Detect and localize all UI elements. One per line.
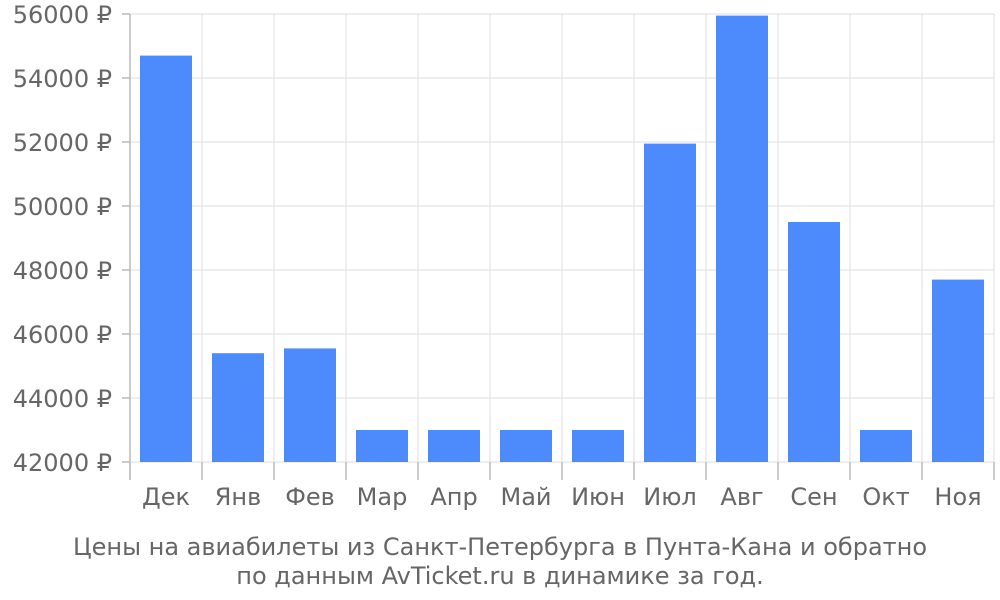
y-tick-label: 42000 ₽ (13, 449, 112, 477)
y-tick-label: 48000 ₽ (13, 257, 112, 285)
y-axis-tick-labels: 42000 ₽ 44000 ₽ 46000 ₽ 48000 ₽ 50000 ₽ 52000… (13, 1, 112, 477)
bar (788, 222, 840, 462)
x-tick-label: Июл (643, 483, 697, 511)
axis-layer (122, 13, 995, 480)
bar (572, 430, 624, 462)
bar (212, 353, 264, 462)
x-tick-label: Мар (357, 483, 408, 511)
bar (644, 143, 696, 462)
bar (140, 55, 192, 462)
bar (428, 430, 480, 462)
bar (356, 430, 408, 462)
x-tick-label: Авг (720, 483, 763, 511)
x-tick-label: Дек (142, 483, 190, 511)
bar (932, 279, 984, 462)
y-tick-label: 46000 ₽ (13, 321, 112, 349)
chart-caption-line-1: Цены на авиабилеты из Санкт-Петербурга в… (73, 533, 927, 561)
x-tick-label: Окт (862, 483, 909, 511)
x-axis-tick-labels: Дек Янв Фев Мар Апр Май Июн Июл Авг Сен Окт Ноя (142, 483, 982, 511)
chart-caption-line-2: по данным AvTicket.ru в динамике за год. (236, 562, 764, 590)
y-tick-label: 56000 ₽ (13, 1, 112, 29)
x-tick-label: Июн (571, 483, 625, 511)
x-tick-label: Ноя (934, 483, 981, 511)
x-tick-label: Апр (430, 483, 477, 511)
bar (500, 430, 552, 462)
bar (716, 15, 768, 462)
x-tick-label: Фев (285, 483, 335, 511)
y-tick-label: 50000 ₽ (13, 193, 112, 221)
x-tick-label: Сен (790, 483, 837, 511)
bar (860, 430, 912, 462)
bars-layer (140, 15, 984, 462)
y-tick-label: 54000 ₽ (13, 65, 112, 93)
y-tick-label: 44000 ₽ (13, 385, 112, 413)
bar (284, 348, 336, 462)
x-tick-label: Янв (215, 483, 262, 511)
y-tick-label: 52000 ₽ (13, 129, 112, 157)
grid-layer (129, 13, 995, 463)
x-tick-label: Май (500, 483, 551, 511)
